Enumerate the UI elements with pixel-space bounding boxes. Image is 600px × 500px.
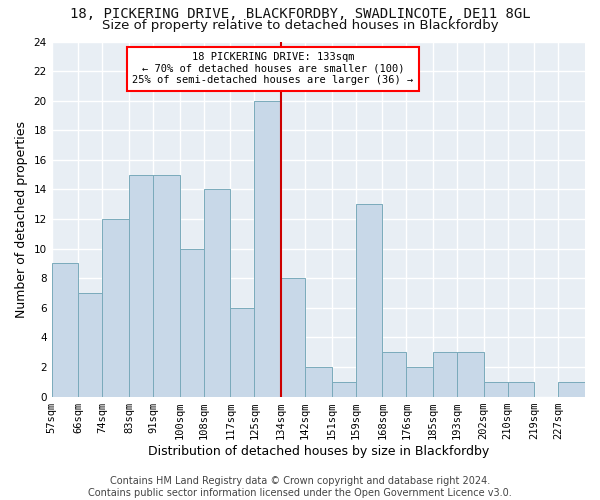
Bar [254,100,281,397]
Bar [508,382,535,396]
Bar [457,352,484,397]
Bar [433,352,457,397]
Bar [406,367,433,396]
Text: Contains HM Land Registry data © Crown copyright and database right 2024.
Contai: Contains HM Land Registry data © Crown c… [88,476,512,498]
Text: 18 PICKERING DRIVE: 133sqm
← 70% of detached houses are smaller (100)
25% of sem: 18 PICKERING DRIVE: 133sqm ← 70% of deta… [133,52,413,86]
Bar [558,382,585,396]
Bar [281,278,305,396]
Bar [484,382,508,396]
Text: 18, PICKERING DRIVE, BLACKFORDBY, SWADLINCOTE, DE11 8GL: 18, PICKERING DRIVE, BLACKFORDBY, SWADLI… [70,8,530,22]
Text: Size of property relative to detached houses in Blackfordby: Size of property relative to detached ho… [101,19,499,32]
Bar [356,204,382,396]
X-axis label: Distribution of detached houses by size in Blackfordby: Distribution of detached houses by size … [148,444,489,458]
Bar [203,190,230,396]
Bar [153,174,180,396]
Y-axis label: Number of detached properties: Number of detached properties [15,120,28,318]
Bar [79,293,103,397]
Bar [305,367,332,396]
Bar [103,219,129,396]
Bar [180,248,203,396]
Bar [332,382,356,396]
Bar [129,174,153,396]
Bar [382,352,406,397]
Bar [52,264,79,396]
Bar [230,308,254,396]
